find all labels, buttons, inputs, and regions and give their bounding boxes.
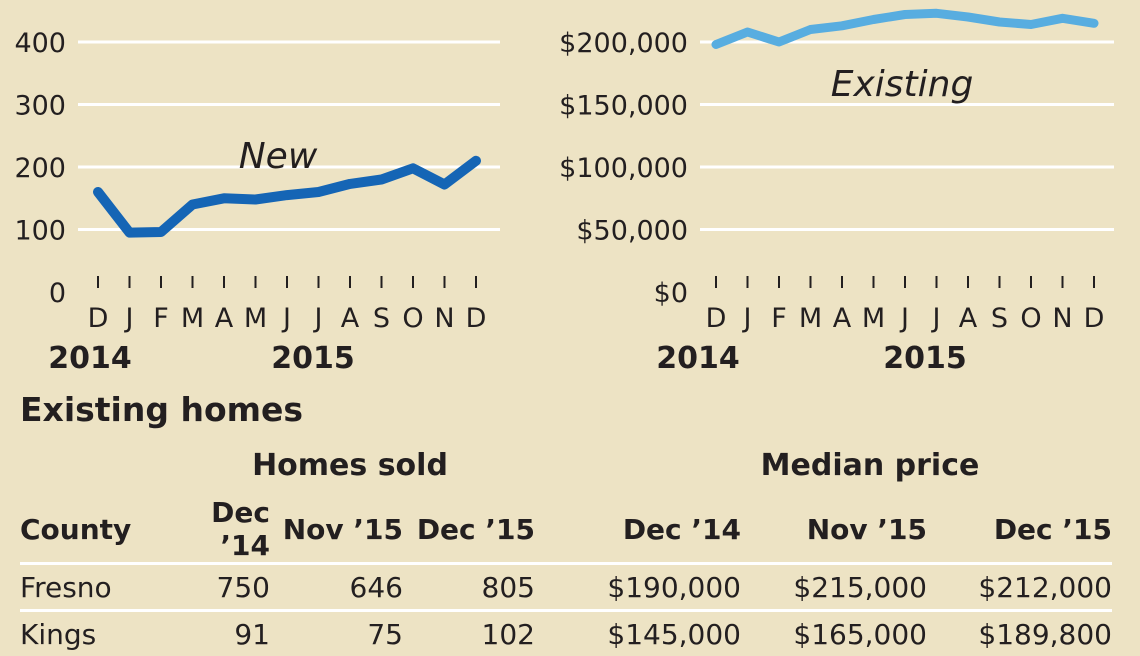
table-header-row: County Dec ’14 Nov ’15 Dec ’15 Dec ’14 N… — [20, 496, 1112, 564]
table-cell: Kings — [20, 611, 155, 656]
x-tick-label: J — [931, 303, 941, 334]
series-label: Existing — [831, 64, 974, 105]
series-label: New — [239, 136, 318, 177]
y-tick-label: $0 — [654, 278, 688, 309]
x-tick-label: D — [1084, 303, 1105, 334]
y-tick-label: 300 — [14, 91, 66, 122]
x-tick-label: N — [434, 303, 454, 334]
table-cell: 102 — [403, 611, 535, 656]
column-header-sold-dec15: Dec ’15 — [403, 496, 535, 564]
table-cell: $190,000 — [535, 564, 741, 611]
table-cell: 91 — [155, 611, 270, 656]
y-tick-label: $50,000 — [576, 216, 688, 247]
y-tick-label: 100 — [14, 216, 66, 247]
table-cell: 75 — [270, 611, 403, 656]
x-tick-label: J — [124, 303, 134, 334]
y-tick-label: 200 — [14, 153, 66, 184]
year-label: 2015 — [271, 341, 355, 376]
x-tick-label: O — [1020, 303, 1041, 334]
x-tick-label: D — [706, 303, 727, 334]
y-tick-label: $100,000 — [559, 153, 688, 184]
group-header-median-price: Median price — [730, 448, 1010, 483]
x-tick-label: M — [244, 303, 267, 334]
x-tick-label: O — [402, 303, 423, 334]
x-tick-label: D — [466, 303, 487, 334]
table-title: Existing homes — [20, 390, 303, 429]
table-cell: $189,800 — [927, 611, 1112, 656]
series-line — [716, 13, 1094, 44]
x-tick-label: S — [373, 303, 390, 334]
table-cell: 646 — [270, 564, 403, 611]
table-cell: $165,000 — [741, 611, 927, 656]
column-header-sold-dec14: Dec ’14 — [155, 496, 270, 564]
y-tick-label: $150,000 — [559, 91, 688, 122]
x-tick-label: D — [88, 303, 109, 334]
x-tick-label: A — [341, 303, 360, 334]
y-tick-label: 0 — [49, 278, 66, 309]
column-header-price-dec14: Dec ’14 — [535, 496, 741, 564]
x-tick-label: J — [281, 303, 291, 334]
column-header-sold-nov15: Nov ’15 — [270, 496, 403, 564]
year-label: 2015 — [883, 341, 967, 376]
column-header-price-nov15: Nov ’15 — [741, 496, 927, 564]
table-cell: $212,000 — [927, 564, 1112, 611]
column-header-county: County — [20, 496, 155, 564]
year-label: 2014 — [656, 341, 740, 376]
x-tick-label: M — [181, 303, 204, 334]
group-header-homes-sold: Homes sold — [230, 448, 470, 483]
existing-homes-table: County Dec ’14 Nov ’15 Dec ’15 Dec ’14 N… — [20, 496, 1112, 656]
table-row: Kings 91 75 102 $145,000 $165,000 $189,8… — [20, 611, 1112, 656]
table-cell: 750 — [155, 564, 270, 611]
x-tick-label: J — [313, 303, 323, 334]
x-tick-label: N — [1052, 303, 1072, 334]
table-cell: $145,000 — [535, 611, 741, 656]
x-tick-label: J — [899, 303, 909, 334]
x-tick-label: F — [153, 303, 169, 334]
x-tick-label: A — [959, 303, 978, 334]
x-tick-label: F — [771, 303, 787, 334]
x-tick-label: A — [833, 303, 852, 334]
year-label: 2014 — [48, 341, 132, 376]
x-tick-label: M — [799, 303, 822, 334]
y-tick-label: $200,000 — [559, 28, 688, 59]
column-header-price-dec15: Dec ’15 — [927, 496, 1112, 564]
table-cell: $215,000 — [741, 564, 927, 611]
y-tick-label: 400 — [14, 28, 66, 59]
table-cell: Fresno — [20, 564, 155, 611]
x-tick-label: S — [991, 303, 1008, 334]
table-row: Fresno 750 646 805 $190,000 $215,000 $21… — [20, 564, 1112, 611]
x-tick-label: A — [215, 303, 234, 334]
table-cell: 805 — [403, 564, 535, 611]
x-tick-label: M — [862, 303, 885, 334]
x-tick-label: J — [742, 303, 752, 334]
